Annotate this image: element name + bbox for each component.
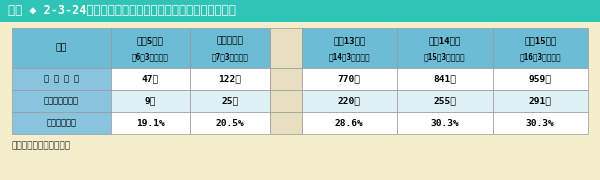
Text: （7年3月卒業）: （7年3月卒業） xyxy=(211,52,248,61)
Text: 959人: 959人 xyxy=(529,75,552,84)
Bar xyxy=(302,68,397,90)
Text: 30.3%: 30.3% xyxy=(430,118,459,127)
Text: 255人: 255人 xyxy=(433,96,456,105)
Text: 841人: 841人 xyxy=(433,75,456,84)
Bar xyxy=(302,28,397,68)
Text: 平成5年度: 平成5年度 xyxy=(137,36,164,45)
Text: 平成６年度: 平成６年度 xyxy=(217,36,244,45)
Text: 平成14年度: 平成14年度 xyxy=(428,36,461,45)
Text: 区分: 区分 xyxy=(56,44,67,53)
Text: 47人: 47人 xyxy=(142,75,159,84)
Text: （6年3月卒業）: （6年3月卒業） xyxy=(132,52,169,61)
Text: 122人: 122人 xyxy=(218,75,241,84)
Bar xyxy=(493,112,588,134)
Text: 大学院進学率: 大学院進学率 xyxy=(46,118,76,127)
Bar xyxy=(110,28,190,68)
Bar xyxy=(270,28,302,68)
Bar xyxy=(397,28,493,68)
Bar xyxy=(190,90,270,112)
Bar xyxy=(270,90,302,112)
Bar xyxy=(270,68,302,90)
Text: 25人: 25人 xyxy=(221,96,239,105)
Text: 30.3%: 30.3% xyxy=(526,118,554,127)
Bar xyxy=(190,112,270,134)
Bar xyxy=(0,0,600,22)
Text: （14年3月卒業）: （14年3月卒業） xyxy=(329,52,370,61)
Bar xyxy=(110,68,190,90)
Text: 平成15年度: 平成15年度 xyxy=(524,36,556,45)
Bar xyxy=(12,68,110,90)
Bar xyxy=(12,112,110,134)
Bar xyxy=(12,28,110,68)
Bar xyxy=(302,112,397,134)
Text: 291人: 291人 xyxy=(529,96,552,105)
Text: 平成13年度: 平成13年度 xyxy=(333,36,365,45)
Bar xyxy=(397,68,493,90)
Text: 220人: 220人 xyxy=(338,96,361,105)
Text: 20.5%: 20.5% xyxy=(215,118,244,127)
Text: 9人: 9人 xyxy=(145,96,156,105)
Text: 19.1%: 19.1% xyxy=(136,118,165,127)
Bar xyxy=(110,90,190,112)
Text: （15年3月卒業）: （15年3月卒業） xyxy=(424,52,466,61)
Text: （資料）文部科学省調べ: （資料）文部科学省調べ xyxy=(12,141,71,150)
Bar xyxy=(190,68,270,90)
Text: 大学院進学者数: 大学院進学者数 xyxy=(44,96,79,105)
Text: （16年3月卒業）: （16年3月卒業） xyxy=(520,52,561,61)
Text: 修 了 者 数: 修 了 者 数 xyxy=(44,75,79,84)
Bar xyxy=(12,90,110,112)
Bar xyxy=(302,90,397,112)
Text: 28.6%: 28.6% xyxy=(335,118,364,127)
Bar xyxy=(397,112,493,134)
Text: 770人: 770人 xyxy=(338,75,361,84)
Bar xyxy=(190,28,270,68)
Bar xyxy=(493,28,588,68)
Bar xyxy=(110,112,190,134)
Text: 図表 ◆ 2-3-24　高等専門学校専攻科卒業生の大学院進学状況: 図表 ◆ 2-3-24 高等専門学校専攻科卒業生の大学院進学状況 xyxy=(8,4,236,17)
Bar xyxy=(397,90,493,112)
Bar xyxy=(270,112,302,134)
Bar xyxy=(493,90,588,112)
Bar xyxy=(493,68,588,90)
